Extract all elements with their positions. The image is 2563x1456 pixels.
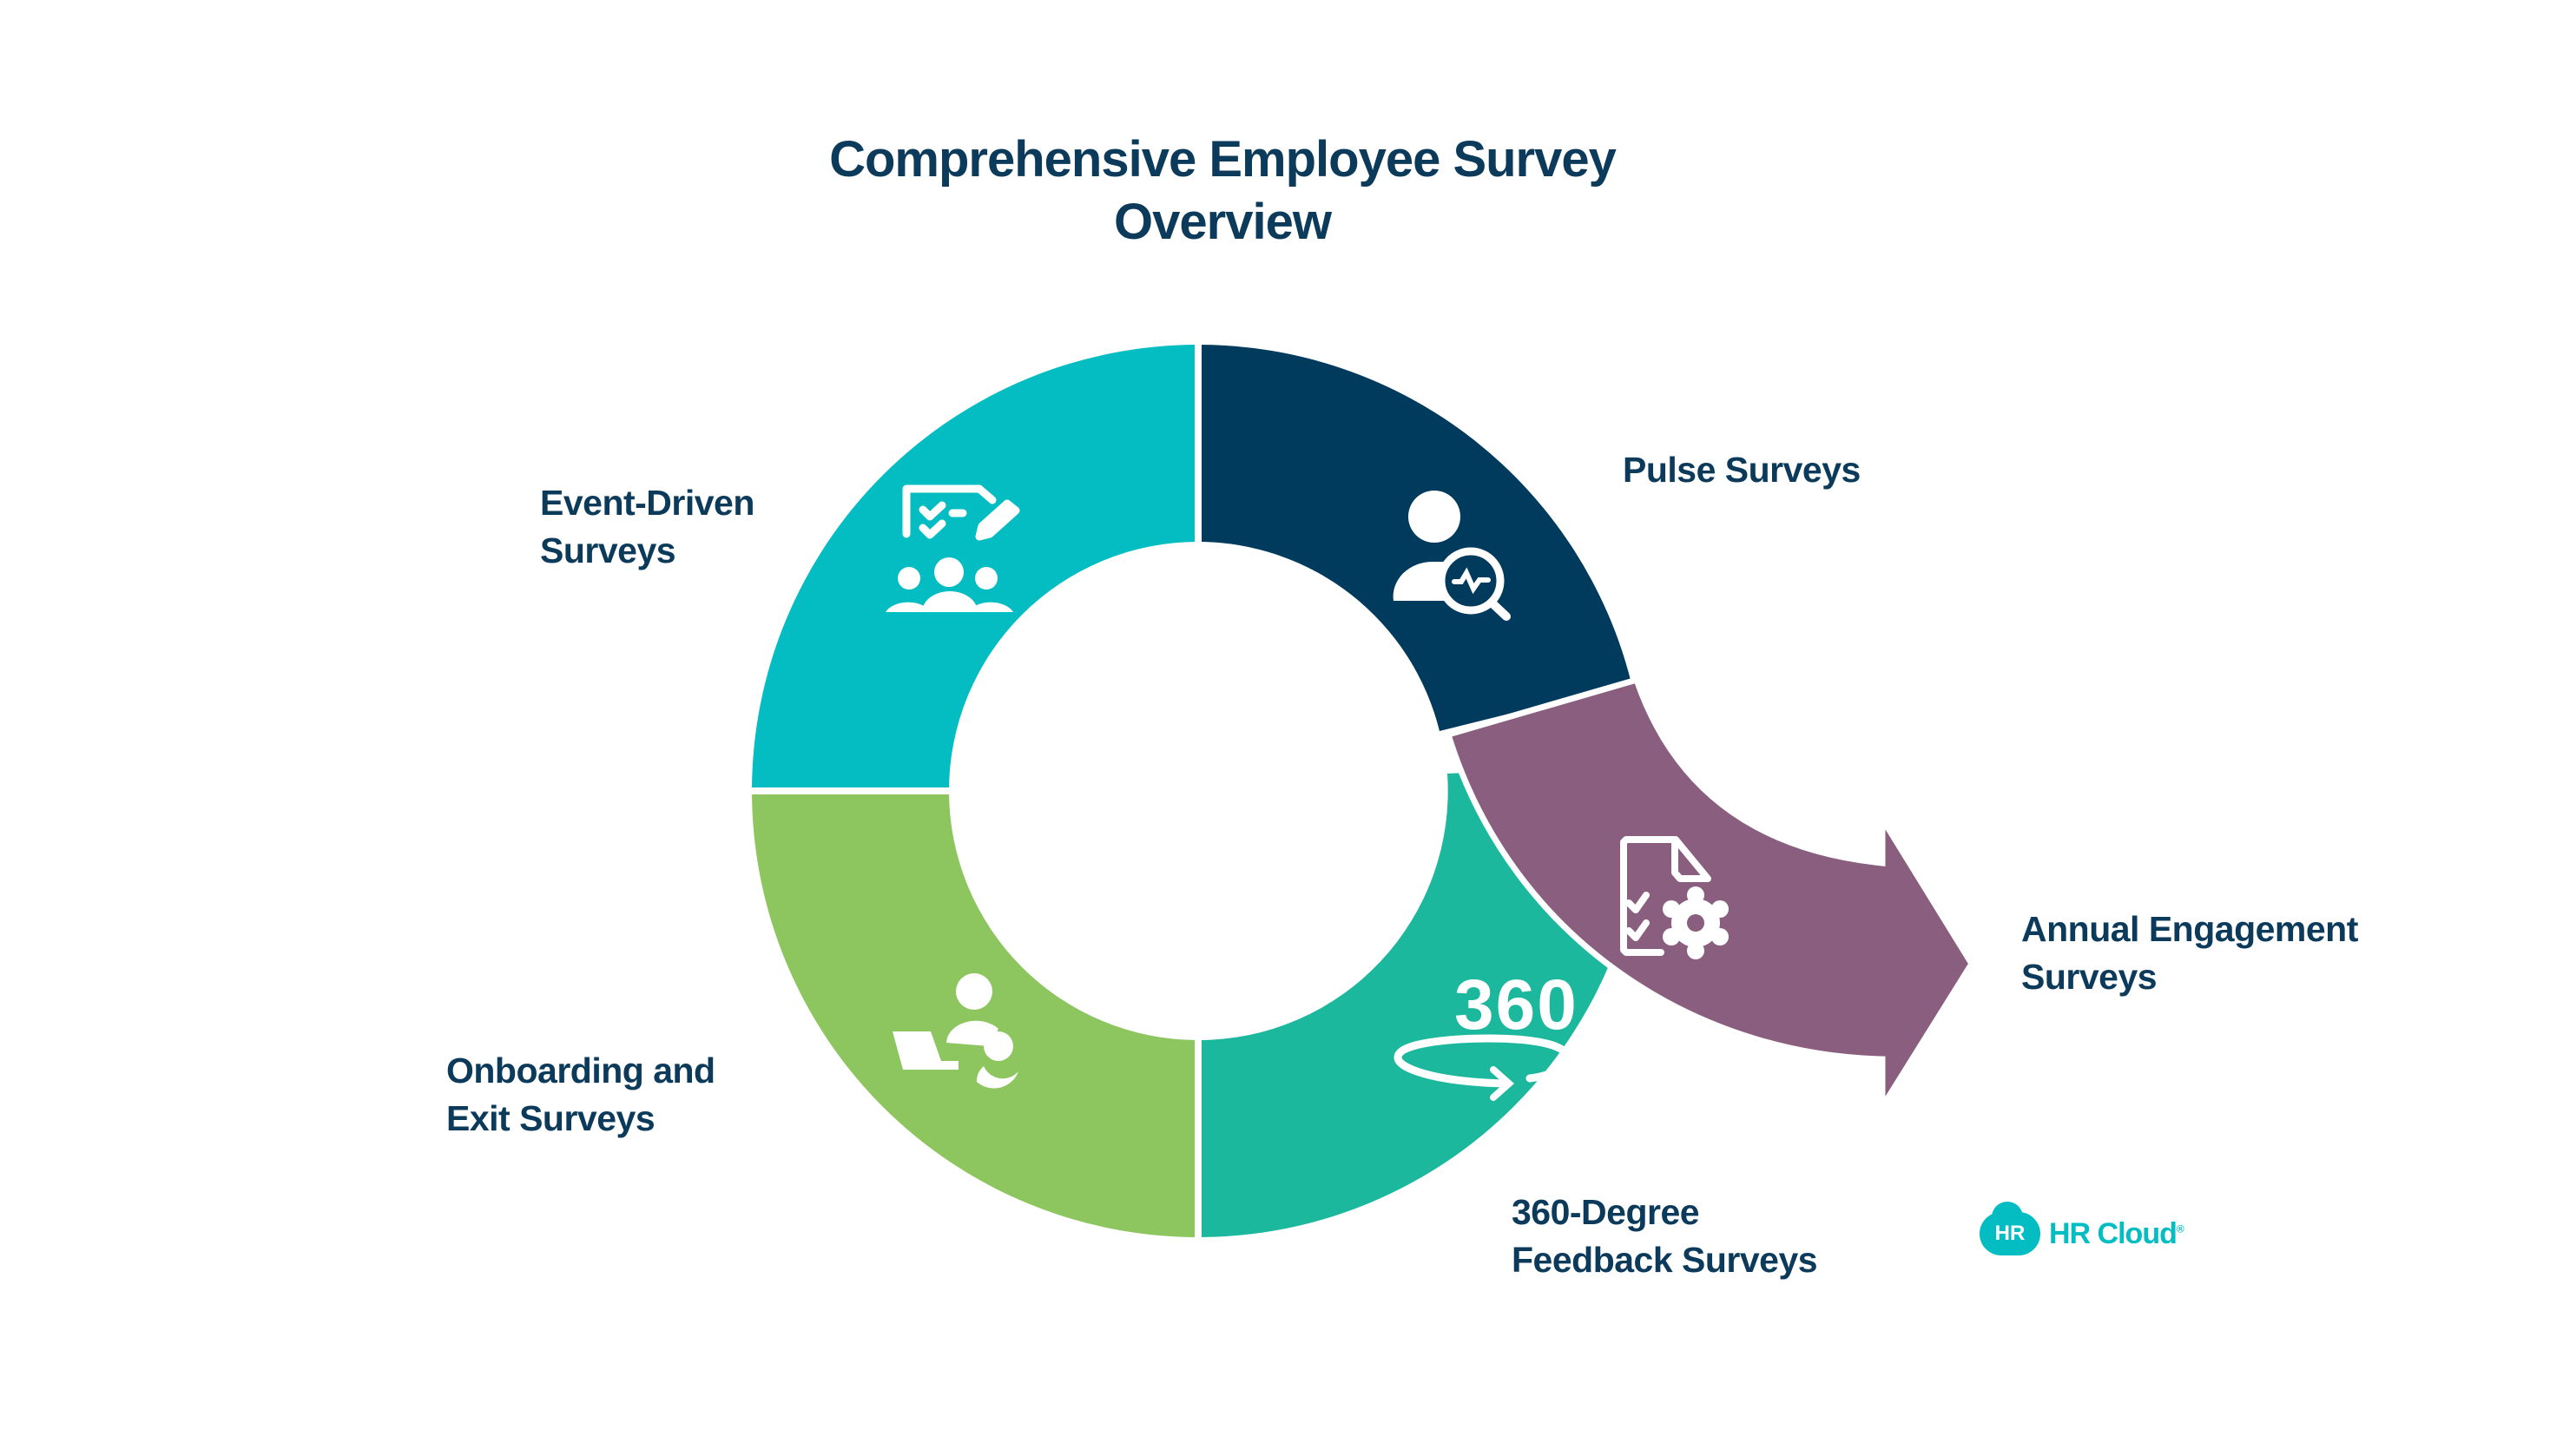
segment-annual-engagement-arrow [1444,675,1976,1118]
label-line: Surveys [540,530,676,570]
label-pulse: Pulse Surveys [1623,446,1861,494]
label-onboarding-exit: Onboarding and Exit Surveys [446,1047,715,1143]
label-line: Annual Engagement [2021,909,2358,949]
segment-onboarding [752,791,1198,1237]
label-line: Feedback Surveys [1512,1240,1818,1280]
label-line: Pulse Surveys [1623,450,1861,490]
label-line: Onboarding and [446,1051,715,1090]
document-settings-icon [1620,836,1729,959]
cloud-icon: HR [1980,1202,2040,1255]
user-search-icon [1393,491,1511,621]
label-annual-engagement: Annual Engagement Surveys [2021,906,2358,1001]
segment-pulse [1198,344,1631,731]
label-360-feedback: 360-Degree Feedback Surveys [1512,1189,1818,1284]
svg-text:360: 360 [1454,965,1578,1044]
label-line: Surveys [2021,957,2158,997]
rotate-360-icon: 360 [1394,965,1578,1101]
label-line: Event-Driven [540,483,754,523]
title-line-1: Comprehensive Employee Survey [829,131,1617,188]
title-line-2: Overview [1114,194,1332,250]
hr-cloud-logo: HR HR Cloud® [1980,1202,2184,1255]
page-title: Comprehensive Employee Survey Overview [0,128,2445,254]
segment-event-driven [752,345,1198,791]
label-line: 360-Degree [1512,1192,1700,1232]
logo-name: HR Cloud® [2049,1217,2184,1251]
laptop-users-icon [893,973,1018,1089]
label-event-driven: Event-Driven Surveys [540,479,754,575]
label-line: Exit Surveys [446,1098,656,1138]
registered-mark: ® [2176,1222,2184,1235]
logo-text: HR Cloud [2049,1216,2178,1250]
checklist-group-icon [886,484,1020,612]
logo-badge: HR [1994,1222,2026,1245]
